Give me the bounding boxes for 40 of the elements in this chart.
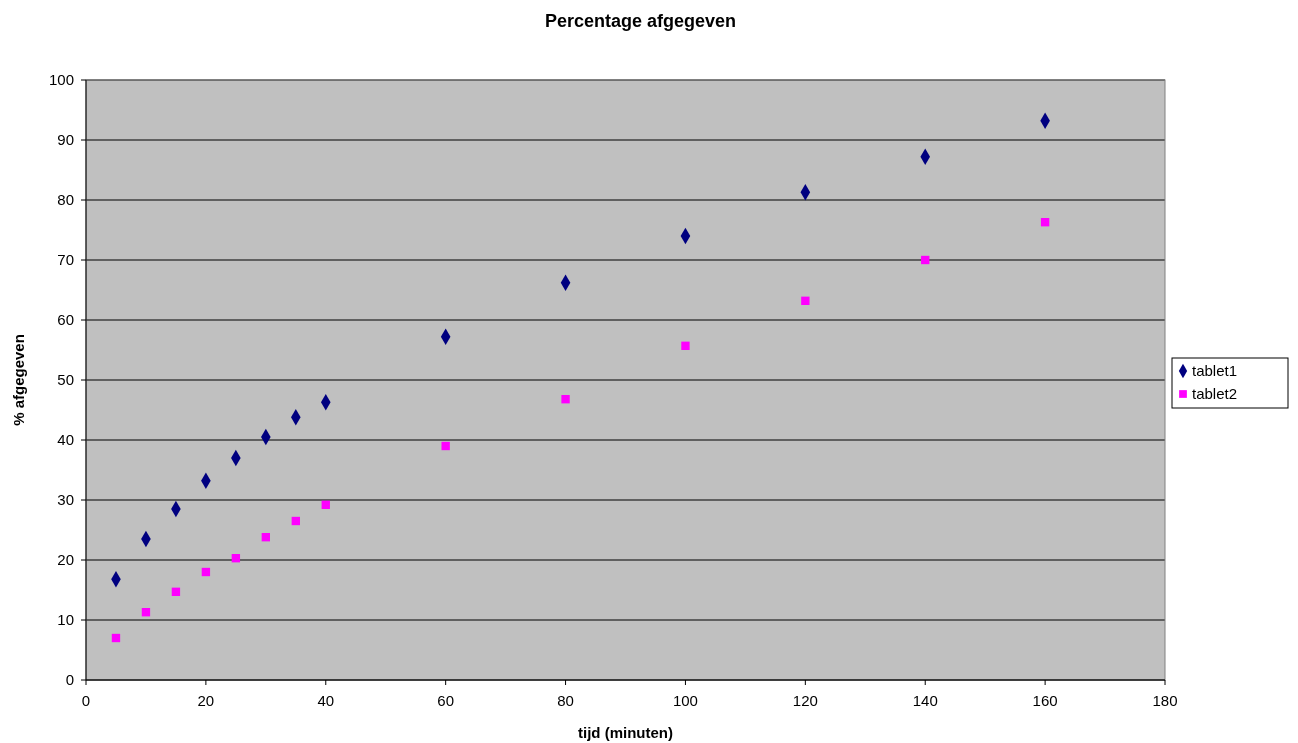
y-tick-label: 80 <box>57 191 74 208</box>
point <box>111 633 121 643</box>
point <box>921 255 930 265</box>
point <box>261 533 271 542</box>
y-tick-label: 100 <box>48 71 74 88</box>
x-tick-label: 60 <box>437 692 455 709</box>
y-tick-label: 40 <box>57 431 74 448</box>
point <box>1040 218 1050 227</box>
y-tick-label: 50 <box>57 371 74 388</box>
x-tick-label: 160 <box>1032 692 1058 709</box>
point <box>201 567 211 577</box>
point <box>441 441 450 451</box>
point <box>321 500 330 509</box>
y-tick-label: 60 <box>57 311 74 328</box>
point <box>171 587 181 596</box>
point <box>291 516 300 526</box>
y-tick-label: 0 <box>65 671 74 688</box>
y-tick-label: 90 <box>57 131 74 148</box>
point <box>141 608 151 617</box>
point <box>681 341 690 350</box>
x-tick-label: 100 <box>672 692 698 709</box>
x-tick-label: 0 <box>81 692 91 709</box>
legend-label: tablet1 <box>1192 362 1238 379</box>
y-axis-title: % afgegeven <box>10 334 27 426</box>
y-tick-label: 10 <box>57 611 74 628</box>
y-tick-label: 20 <box>57 551 74 568</box>
x-tick-label: 20 <box>197 692 215 709</box>
point <box>561 395 570 404</box>
x-tick-label: 180 <box>1152 692 1178 709</box>
x-tick-label: 140 <box>912 692 938 709</box>
y-tick-label: 70 <box>57 251 74 268</box>
point <box>801 296 810 305</box>
x-tick-label: 120 <box>792 692 818 709</box>
legend-label: tablet2 <box>1192 385 1238 402</box>
chart-title: Percentage afgegeven <box>544 11 737 31</box>
x-tick-label: 80 <box>557 692 574 709</box>
x-axis-title: tijd (minuten) <box>578 724 673 741</box>
x-tick-label: 40 <box>317 692 335 709</box>
y-tick-label: 30 <box>57 491 74 508</box>
point <box>231 554 241 563</box>
